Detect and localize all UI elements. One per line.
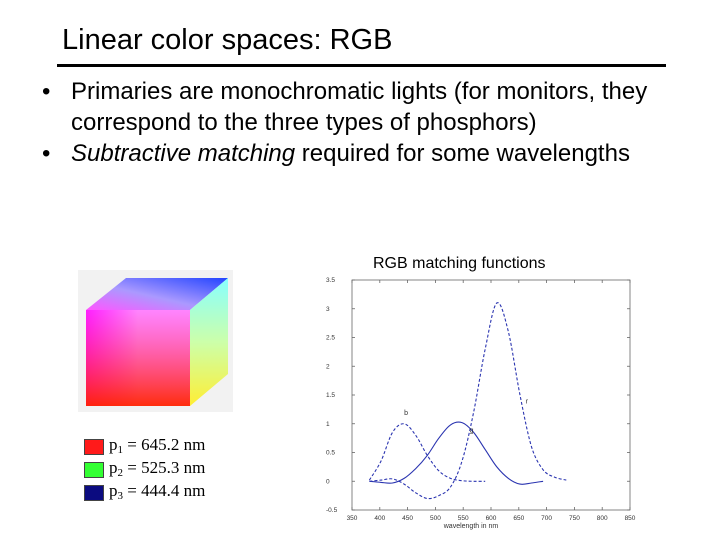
legend-value: 444.4 nm — [141, 481, 206, 500]
y-tick-label: 2.5 — [326, 335, 335, 342]
bullet-item-subtractive: • Subtractive matching required for some… — [40, 138, 680, 169]
bullet-marker: • — [42, 140, 51, 167]
cube-top-face — [86, 278, 228, 310]
x-axis-label: wavelength in nm — [443, 523, 499, 530]
rgb-cube-image — [78, 270, 233, 412]
bullet-marker: • — [42, 78, 51, 105]
series-label-b: b — [404, 410, 408, 417]
slide-title: Linear color spaces: RGB — [62, 24, 393, 56]
rgb-matching-chart: 350 400 450 500 550 600 650 700 750 800 850 -0.5 0 0.… — [326, 277, 636, 530]
x-tick-label: 350 — [347, 515, 358, 522]
x-tick-label: 550 — [458, 515, 469, 522]
y-tick-label: 2 — [326, 363, 330, 370]
series-label-r: r — [526, 399, 529, 406]
x-tick-label: 650 — [513, 515, 524, 522]
x-tick-label: 700 — [541, 515, 552, 522]
legend-label: p3 = 444.4 nm — [109, 481, 206, 502]
y-tick-label: 0.5 — [326, 450, 335, 457]
legend-subscript: 2 — [117, 467, 124, 479]
legend-value: 525.3 nm — [141, 458, 206, 477]
legend-swatch-green — [84, 462, 104, 478]
cube-side-face — [190, 278, 228, 406]
y-tick-label: 1 — [326, 421, 330, 428]
x-tick-label: 400 — [374, 515, 385, 522]
bullet-list: • Primaries are monochromatic lights (fo… — [40, 76, 680, 169]
legend-subscript: 1 — [117, 444, 124, 456]
x-tick-label: 750 — [569, 515, 580, 522]
y-tick-label: 3 — [326, 306, 330, 313]
bullet-text: Primaries are monochromatic lights (for … — [71, 78, 648, 136]
y-tick-label: 0 — [326, 478, 330, 485]
legend-subscript: 3 — [117, 490, 124, 502]
x-tick-label: 800 — [597, 515, 608, 522]
series-line-r — [369, 302, 567, 500]
legend-value: 645.2 nm — [141, 435, 206, 454]
x-tick-label: 450 — [402, 515, 413, 522]
plot-frame — [351, 279, 631, 511]
x-tick-label: 600 — [486, 515, 497, 522]
bullet-emphasis: Subtractive matching — [71, 140, 296, 167]
legend-swatch-red — [84, 439, 104, 455]
series-line-b — [368, 423, 486, 482]
bullet-item-primaries: • Primaries are monochromatic lights (fo… — [40, 76, 680, 138]
series-label-g: g — [470, 427, 474, 434]
bullet-text: Subtractive matching required for some w… — [71, 138, 680, 169]
y-tick-label: 1.5 — [326, 392, 335, 399]
series-line-g — [369, 421, 544, 485]
y-tick-label: -0.5 — [326, 507, 338, 514]
legend-label: p1 = 645.2 nm — [109, 435, 206, 456]
legend-swatch-blue — [84, 485, 104, 501]
legend-label: p2 = 525.3 nm — [109, 458, 206, 479]
y-tick-label: 3.5 — [326, 277, 335, 284]
x-tick-label: 500 — [430, 515, 441, 522]
bullet-rest: required for some wavelengths — [295, 140, 630, 167]
chart-title: RGB matching functions — [373, 255, 546, 272]
title-rule — [57, 64, 666, 67]
x-tick-label: 850 — [625, 515, 636, 522]
